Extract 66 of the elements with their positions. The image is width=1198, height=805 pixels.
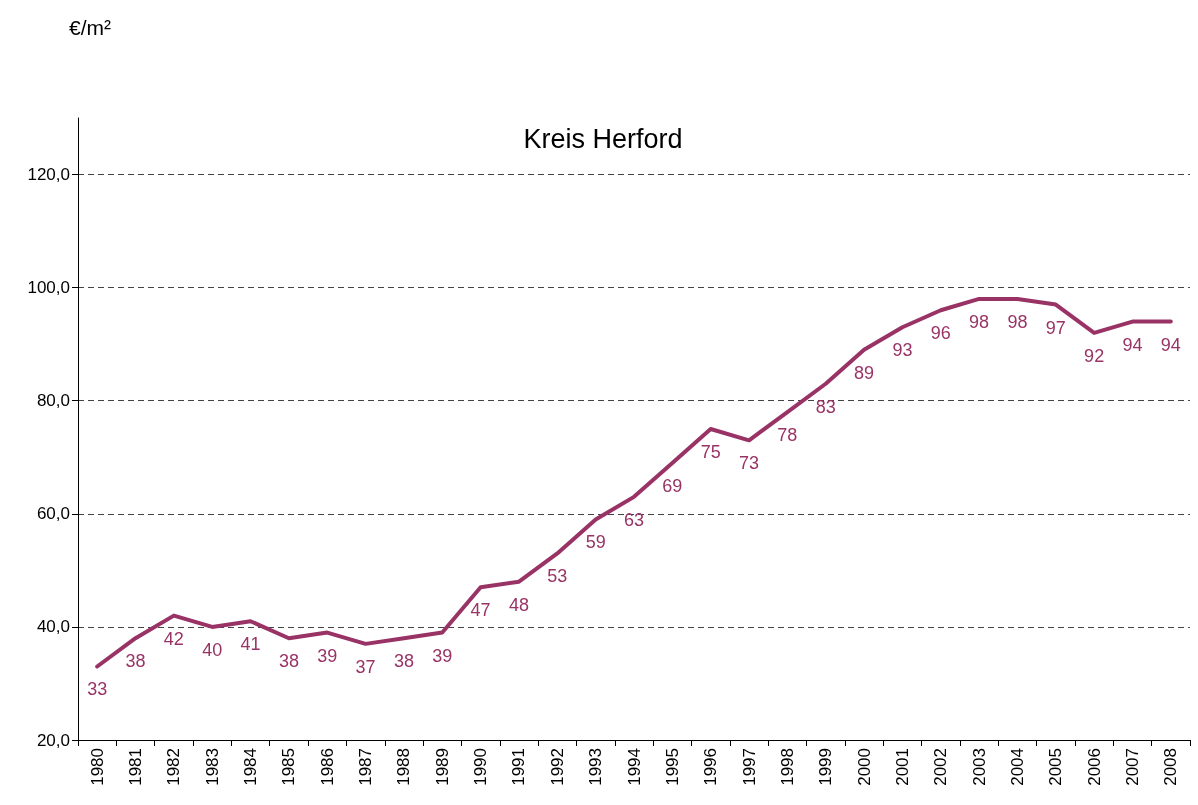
x-tick-label: 1984 (241, 748, 261, 786)
data-label: 41 (240, 634, 261, 655)
y-tick-label: 120,0 (27, 165, 70, 185)
data-label: 38 (125, 651, 146, 672)
x-tick-label: 1990 (471, 748, 491, 786)
x-tick-label: 2001 (892, 748, 912, 786)
x-tick-label: 1998 (777, 748, 797, 786)
data-label: 37 (355, 656, 376, 677)
y-tick-label: 80,0 (36, 391, 70, 411)
y-tick-label: 60,0 (36, 504, 70, 524)
x-tick-label: 2008 (1161, 748, 1181, 786)
data-label: 63 (623, 509, 645, 530)
data-label: 69 (662, 475, 683, 496)
data-label: 96 (930, 323, 951, 344)
data-label: 83 (815, 396, 836, 417)
x-tick-label: 1991 (509, 748, 529, 786)
y-tick-label: 40,0 (36, 617, 70, 637)
x-tick-label: 2004 (1007, 748, 1027, 786)
x-tick-label: 1982 (164, 748, 184, 786)
x-tick-label: 2000 (854, 748, 874, 786)
data-label: 92 (1084, 345, 1105, 366)
data-label: 38 (393, 651, 414, 672)
data-label: 94 (1160, 334, 1181, 355)
x-tick-label: 1995 (662, 748, 682, 786)
data-label: 75 (700, 442, 721, 462)
data-label: 48 (508, 594, 529, 615)
data-label: 97 (1045, 317, 1066, 338)
data-label: 53 (547, 566, 568, 587)
x-tick-label: 1996 (701, 748, 721, 786)
x-tick-label: 2003 (969, 748, 989, 786)
x-tick-label: 1999 (816, 748, 836, 786)
x-tick-label: 1985 (279, 748, 299, 786)
data-label: 59 (585, 532, 606, 553)
data-label: 98 (969, 311, 990, 332)
x-tick-label: 1988 (394, 748, 414, 786)
x-tick-label: 1994 (624, 748, 644, 786)
data-label: 73 (739, 453, 760, 474)
x-tick-label: 1989 (432, 748, 452, 786)
x-tick-label: 1980 (87, 748, 107, 786)
x-tick-label: 1986 (317, 748, 337, 786)
data-label: 39 (432, 645, 453, 666)
data-label: 39 (317, 645, 338, 666)
x-tick-label: 1992 (547, 748, 567, 786)
x-tick-label: 1987 (356, 748, 376, 786)
x-tick-label: 1983 (202, 748, 222, 786)
data-label: 93 (892, 340, 913, 361)
x-tick-label: 1981 (126, 748, 146, 786)
data-label: 47 (470, 600, 491, 621)
data-label: 40 (202, 639, 223, 660)
data-label: 89 (854, 362, 875, 383)
x-tick-label: 1993 (586, 748, 606, 786)
y-tick-label: 100,0 (27, 278, 70, 298)
x-tick-label: 1997 (739, 748, 759, 786)
data-label: 33 (87, 679, 108, 700)
y-axis-title: €/m² (69, 16, 112, 39)
x-tick-label: 2006 (1084, 748, 1104, 786)
y-tick-label: 20,0 (36, 730, 70, 750)
x-tick-label: 2005 (1046, 748, 1066, 786)
data-label: 94 (1122, 334, 1143, 355)
x-tick-label: 2007 (1122, 748, 1142, 786)
data-label: 42 (163, 628, 184, 649)
data-label: 38 (278, 651, 299, 672)
data-label: 98 (1007, 311, 1028, 332)
chart-title: Kreis Herford (523, 123, 683, 154)
data-label: 78 (777, 425, 798, 446)
x-tick-label: 2002 (931, 748, 951, 786)
